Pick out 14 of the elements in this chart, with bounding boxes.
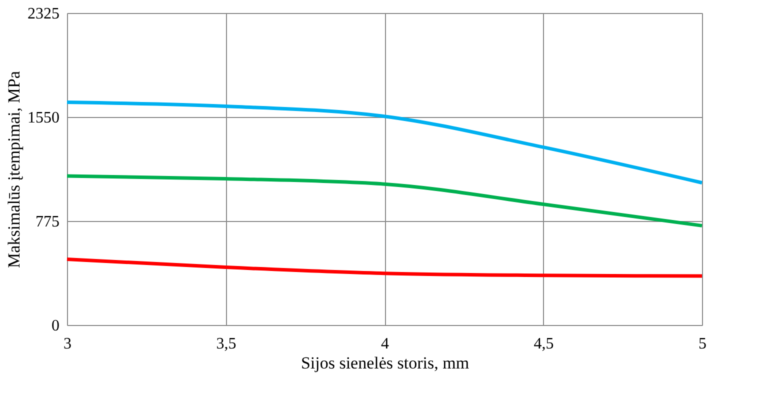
x-tick-label: 5 [698, 336, 706, 352]
y-tick-label: 0 [52, 318, 60, 334]
x-tick-label: 3 [64, 336, 72, 352]
x-tick-label: 4,5 [534, 336, 554, 352]
y-tick-label: 2325 [28, 6, 60, 22]
x-axis-title: Sijos sienelės storis, mm [300, 354, 470, 372]
y-tick-label: 775 [36, 214, 60, 230]
y-tick-label: 1550 [28, 110, 60, 126]
y-axis-title: Maksimalūs įtempimai, MPa [4, 70, 24, 268]
line-series [65, 174, 704, 228]
x-tick-label: 4 [381, 336, 389, 352]
x-tick-label: 3,5 [216, 336, 236, 352]
line-series [65, 100, 704, 185]
line-series [65, 257, 704, 278]
